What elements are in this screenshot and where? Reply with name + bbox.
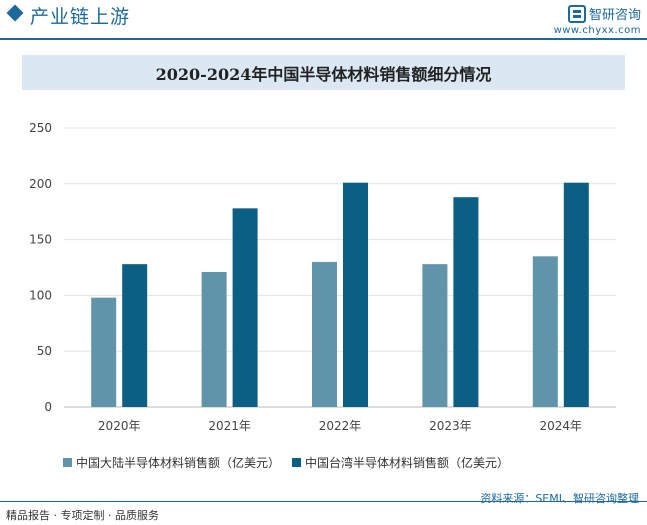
header-divider <box>0 38 647 40</box>
y-tick-label: 250 <box>29 121 52 135</box>
y-tick-label: 0 <box>44 400 52 414</box>
brand-logo-icon <box>567 4 586 23</box>
bar <box>122 264 148 407</box>
header: 产业链上游 智研咨询 www.chyxx.com <box>0 0 647 40</box>
x-tick-label: 2024年 <box>540 419 583 433</box>
bar <box>201 271 227 407</box>
bar <box>453 197 479 407</box>
bar <box>563 182 589 407</box>
legend-swatch <box>292 458 302 467</box>
brand-url: www.chyxx.com <box>553 25 641 36</box>
bar <box>312 261 337 407</box>
bar <box>91 297 117 407</box>
x-tick-label: 2023年 <box>429 419 472 433</box>
y-tick-label: 150 <box>29 233 52 247</box>
brand-name: 智研咨询 <box>588 8 641 23</box>
y-tick-label: 50 <box>37 344 52 358</box>
y-tick-label: 100 <box>29 288 52 302</box>
bar-chart: 0 50 100 150 200 250 2020年 2021年 2022年 2023年 2024年… <box>29 121 616 470</box>
legend-label: 中国大陆半导体材料销售额（亿美元） <box>76 455 280 470</box>
x-tick-label: 2020年 <box>98 419 141 433</box>
bar <box>343 182 368 407</box>
footer-slogan: 精品报告 · 专项定制 · 品质服务 <box>6 509 159 522</box>
legend-label: 中国台湾半导体材料销售额（亿美元） <box>305 455 509 470</box>
brand: 智研咨询 www.chyxx.com <box>554 4 641 36</box>
diamond-icon <box>6 4 24 22</box>
bar <box>232 208 258 407</box>
source-note: 资料来源：SEMI、智研咨询整理 <box>480 492 639 505</box>
chart-title-box: 2020-2024年中国半导体材料销售额细分情况 <box>22 55 625 90</box>
header-title: 产业链上游 <box>30 6 131 28</box>
chart-title: 2020-2024年中国半导体材料销售额细分情况 <box>155 64 492 84</box>
x-tick-label: 2022年 <box>319 419 362 433</box>
bar <box>532 256 558 407</box>
y-tick-label: 200 <box>29 177 52 191</box>
footer-divider <box>0 501 647 502</box>
legend-swatch <box>63 458 72 467</box>
bar <box>422 264 448 407</box>
x-tick-label: 2021年 <box>208 419 251 433</box>
